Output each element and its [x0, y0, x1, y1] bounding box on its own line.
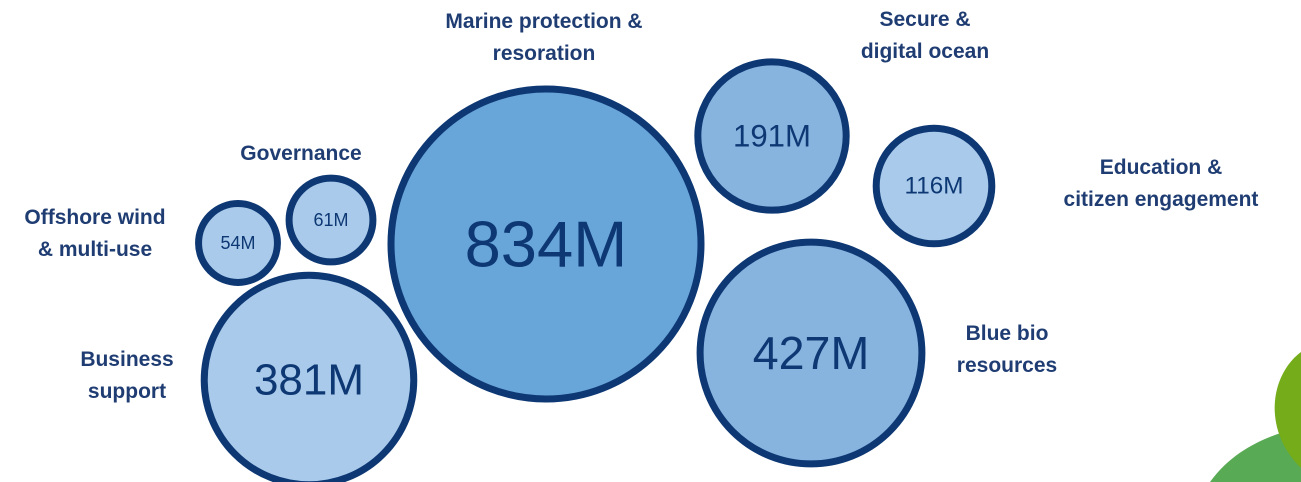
bubble-circle [387, 85, 705, 403]
bubble-category-label: Secure & digital ocean [860, 8, 990, 63]
bubble-value-label: 116M [905, 173, 964, 200]
bubble-circle [872, 124, 996, 248]
bubble-value-label: 191M [733, 119, 811, 154]
decorative-leaf [1210, 352, 1301, 482]
bubble-category-label: Education & citizen engagement [1063, 156, 1259, 211]
leaf-light-shape [1210, 428, 1301, 482]
bubble-value-label: 427M [753, 327, 870, 379]
bubble: 381M [200, 271, 418, 482]
bubble: 116M [872, 124, 996, 248]
bubble: 54M [195, 200, 281, 286]
bubble-category-label: Blue bio resources [956, 322, 1058, 377]
bubble-circle [195, 200, 281, 286]
bubble-value-label: 381M [254, 356, 364, 405]
leaf-dark-shape [1274, 352, 1301, 468]
bubble: 834M [387, 85, 705, 403]
bubbles-layer: 834M 427M 381M 191M 116M 61M 54M [195, 58, 996, 482]
bubble-circle [696, 238, 926, 468]
bubble-circle [694, 58, 850, 214]
bubble-value-label: 61M [313, 210, 348, 230]
bubble-category-label: Business support [80, 348, 174, 403]
bubble-category-label: Offshore wind & multi-use [24, 206, 166, 261]
bubble-circle [200, 271, 418, 482]
bubble-value-label: 54M [220, 233, 255, 253]
bubble-category-label: Governance [240, 142, 362, 165]
bubble: 427M [696, 238, 926, 468]
bubble-value-label: 834M [465, 208, 628, 281]
bubble: 191M [694, 58, 850, 214]
bubble: 61M [285, 174, 377, 266]
bubble-category-label: Marine protection & resoration [445, 10, 643, 65]
bubble-circle [285, 174, 377, 266]
